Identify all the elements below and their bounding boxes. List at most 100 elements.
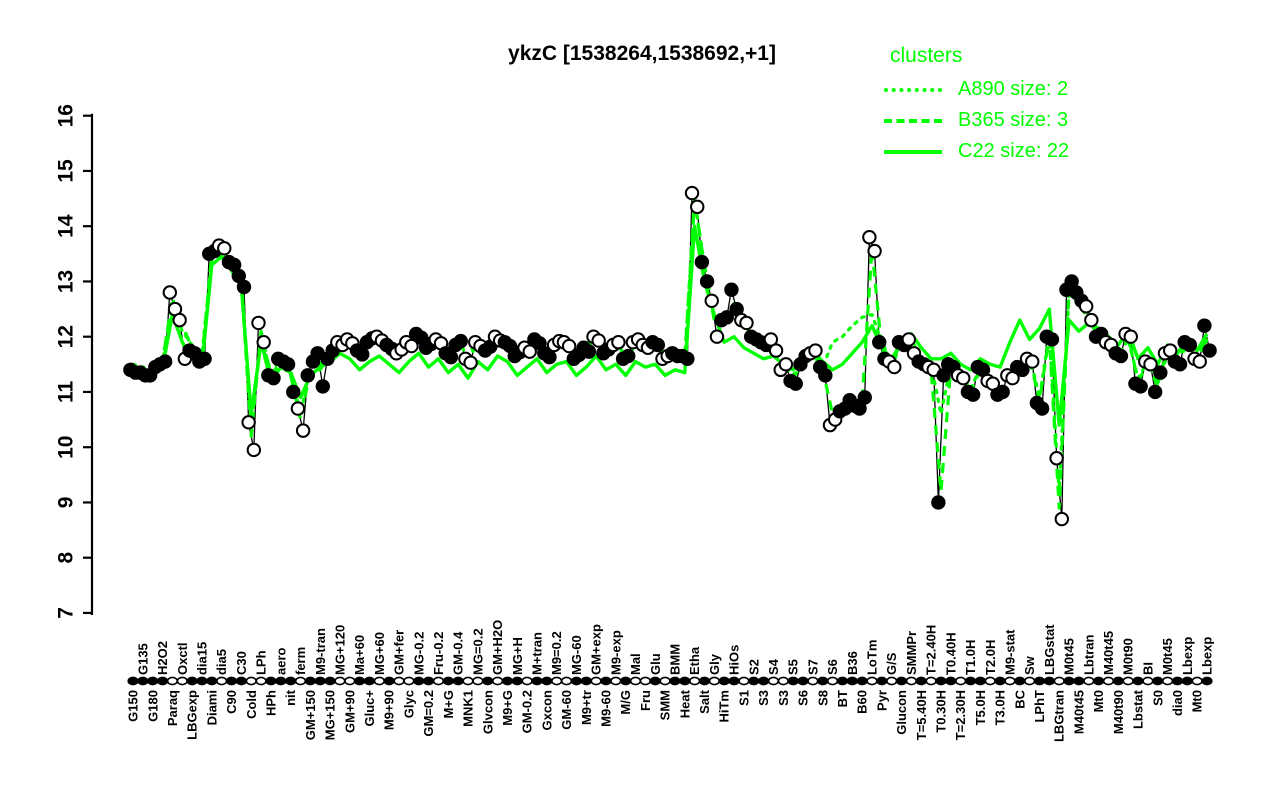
svg-text:S3: S3 — [776, 690, 791, 706]
svg-text:M40t45: M40t45 — [1071, 690, 1086, 734]
svg-text:Ma+60: Ma+60 — [352, 635, 367, 675]
svg-text:MG-60: MG-60 — [569, 635, 584, 675]
legend-item-a890: A890 size: 2 — [884, 74, 1069, 105]
svg-text:S3: S3 — [756, 690, 771, 706]
svg-text:LPhT: LPhT — [1032, 690, 1047, 723]
svg-text:Lbexp: Lbexp — [1180, 637, 1195, 675]
svg-text:T=5.40H: T=5.40H — [914, 690, 929, 740]
svg-text:T=2.40H: T=2.40H — [924, 625, 939, 675]
svg-text:GM-0.2: GM-0.2 — [520, 690, 535, 733]
svg-text:M9-exp: M9-exp — [608, 630, 623, 675]
svg-text:MG+60: MG+60 — [372, 632, 387, 675]
svg-text:M40t45: M40t45 — [1101, 631, 1116, 675]
svg-text:Glyc: Glyc — [401, 690, 416, 718]
svg-text:Gxcon: Gxcon — [539, 690, 554, 731]
svg-text:M+tran: M+tran — [530, 632, 545, 675]
svg-text:T5.0H: T5.0H — [973, 690, 988, 725]
svg-text:Mal: Mal — [628, 653, 643, 675]
svg-text:15: 15 — [54, 159, 77, 183]
svg-text:MG+120: MG+120 — [332, 625, 347, 675]
legend-item-label: C22 size: 22 — [958, 140, 1070, 162]
svg-text:Gluc+: Gluc+ — [362, 690, 377, 727]
svg-text:M9-stat: M9-stat — [1002, 629, 1017, 675]
svg-text:C90: C90 — [224, 690, 239, 714]
dashed-line-sample — [884, 118, 942, 123]
svg-text:GM-0.4: GM-0.4 — [451, 631, 466, 675]
svg-text:HiTm: HiTm — [717, 690, 732, 723]
svg-text:BC: BC — [1012, 689, 1027, 708]
svg-text:7: 7 — [54, 607, 77, 619]
svg-text:Diami: Diami — [204, 690, 219, 725]
svg-text:LPh: LPh — [254, 650, 269, 675]
svg-text:Paraq: Paraq — [165, 690, 180, 726]
svg-text:Oxctl: Oxctl — [175, 642, 190, 675]
svg-text:G135: G135 — [135, 643, 150, 675]
svg-text:GM+H2O: GM+H2O — [490, 620, 505, 675]
svg-text:14: 14 — [54, 214, 77, 238]
svg-text:Mt0: Mt0 — [1091, 690, 1106, 712]
svg-text:13: 13 — [54, 270, 77, 293]
svg-text:M0t90: M0t90 — [1121, 638, 1136, 675]
svg-text:G180: G180 — [145, 690, 160, 722]
svg-text:M0t45: M0t45 — [1062, 638, 1077, 675]
svg-text:SMMPr: SMMPr — [904, 631, 919, 675]
svg-text:T1.0H: T1.0H — [963, 640, 978, 675]
svg-text:M/G: M/G — [618, 690, 633, 715]
svg-text:dia5: dia5 — [214, 649, 229, 675]
svg-text:dia0: dia0 — [1170, 690, 1185, 716]
legend-item-label: B365 size: 3 — [958, 109, 1069, 131]
svg-text:12: 12 — [54, 325, 77, 348]
svg-text:BI: BI — [1140, 662, 1155, 675]
svg-text:S1: S1 — [736, 690, 751, 706]
svg-text:Pyr: Pyr — [874, 690, 889, 711]
svg-text:S8: S8 — [815, 690, 830, 706]
svg-text:T0.40H: T0.40H — [943, 632, 958, 675]
svg-text:G/S: G/S — [884, 652, 899, 675]
svg-text:LBGstat: LBGstat — [1042, 624, 1057, 675]
svg-text:Salt: Salt — [697, 689, 712, 714]
svg-text:Mt0: Mt0 — [1190, 690, 1205, 712]
legend-item-c22: C22 size: 22 — [884, 136, 1069, 167]
svg-text:9: 9 — [54, 497, 77, 509]
svg-text:Cold: Cold — [244, 690, 259, 719]
cluster-legend: clusters A890 size: 2 B365 size: 3 C22 s… — [884, 44, 1069, 167]
svg-text:8: 8 — [54, 552, 77, 564]
svg-text:S7: S7 — [805, 659, 820, 675]
svg-text:Glucon: Glucon — [894, 690, 909, 735]
svg-text:HiOs: HiOs — [727, 645, 742, 675]
svg-text:S6: S6 — [825, 659, 840, 675]
svg-text:10: 10 — [54, 436, 77, 459]
svg-text:Fru-0.2: Fru-0.2 — [431, 632, 446, 675]
svg-text:Sw: Sw — [1022, 655, 1037, 675]
svg-text:SMM: SMM — [658, 690, 673, 720]
svg-text:M9-tran: M9-tran — [313, 628, 328, 675]
svg-text:LBGtran: LBGtran — [1052, 690, 1067, 742]
svg-text:GM+exp: GM+exp — [589, 624, 604, 675]
svg-text:T3.0H: T3.0H — [993, 690, 1008, 725]
svg-text:C30: C30 — [234, 651, 249, 675]
solid-line-sample — [884, 149, 942, 154]
svg-text:Glu: Glu — [648, 653, 663, 675]
svg-text:BT: BT — [835, 690, 850, 707]
svg-text:ferm: ferm — [293, 647, 308, 675]
plot-title: ykzC [1538264,1538692,+1] — [508, 42, 776, 65]
svg-text:S0: S0 — [1150, 690, 1165, 706]
svg-text:11: 11 — [54, 381, 77, 404]
svg-text:MG+H: MG+H — [510, 637, 525, 675]
svg-text:M9+90: M9+90 — [382, 690, 397, 730]
svg-text:aero: aero — [273, 647, 288, 675]
svg-text:M9+G: M9+G — [500, 690, 515, 726]
svg-text:S2: S2 — [746, 659, 761, 675]
svg-text:M9-60: M9-60 — [599, 690, 614, 727]
svg-text:G150: G150 — [126, 690, 141, 722]
svg-text:GM+fer: GM+fer — [392, 630, 407, 675]
svg-text:T=2.30H: T=2.30H — [953, 690, 968, 740]
svg-text:M+G: M+G — [441, 690, 456, 719]
svg-text:GM+150: GM+150 — [303, 690, 318, 740]
svg-text:B60: B60 — [855, 690, 870, 714]
svg-text:GM+90: GM+90 — [342, 690, 357, 733]
svg-text:GM=0.2: GM=0.2 — [421, 690, 436, 737]
svg-text:S4: S4 — [766, 658, 781, 675]
